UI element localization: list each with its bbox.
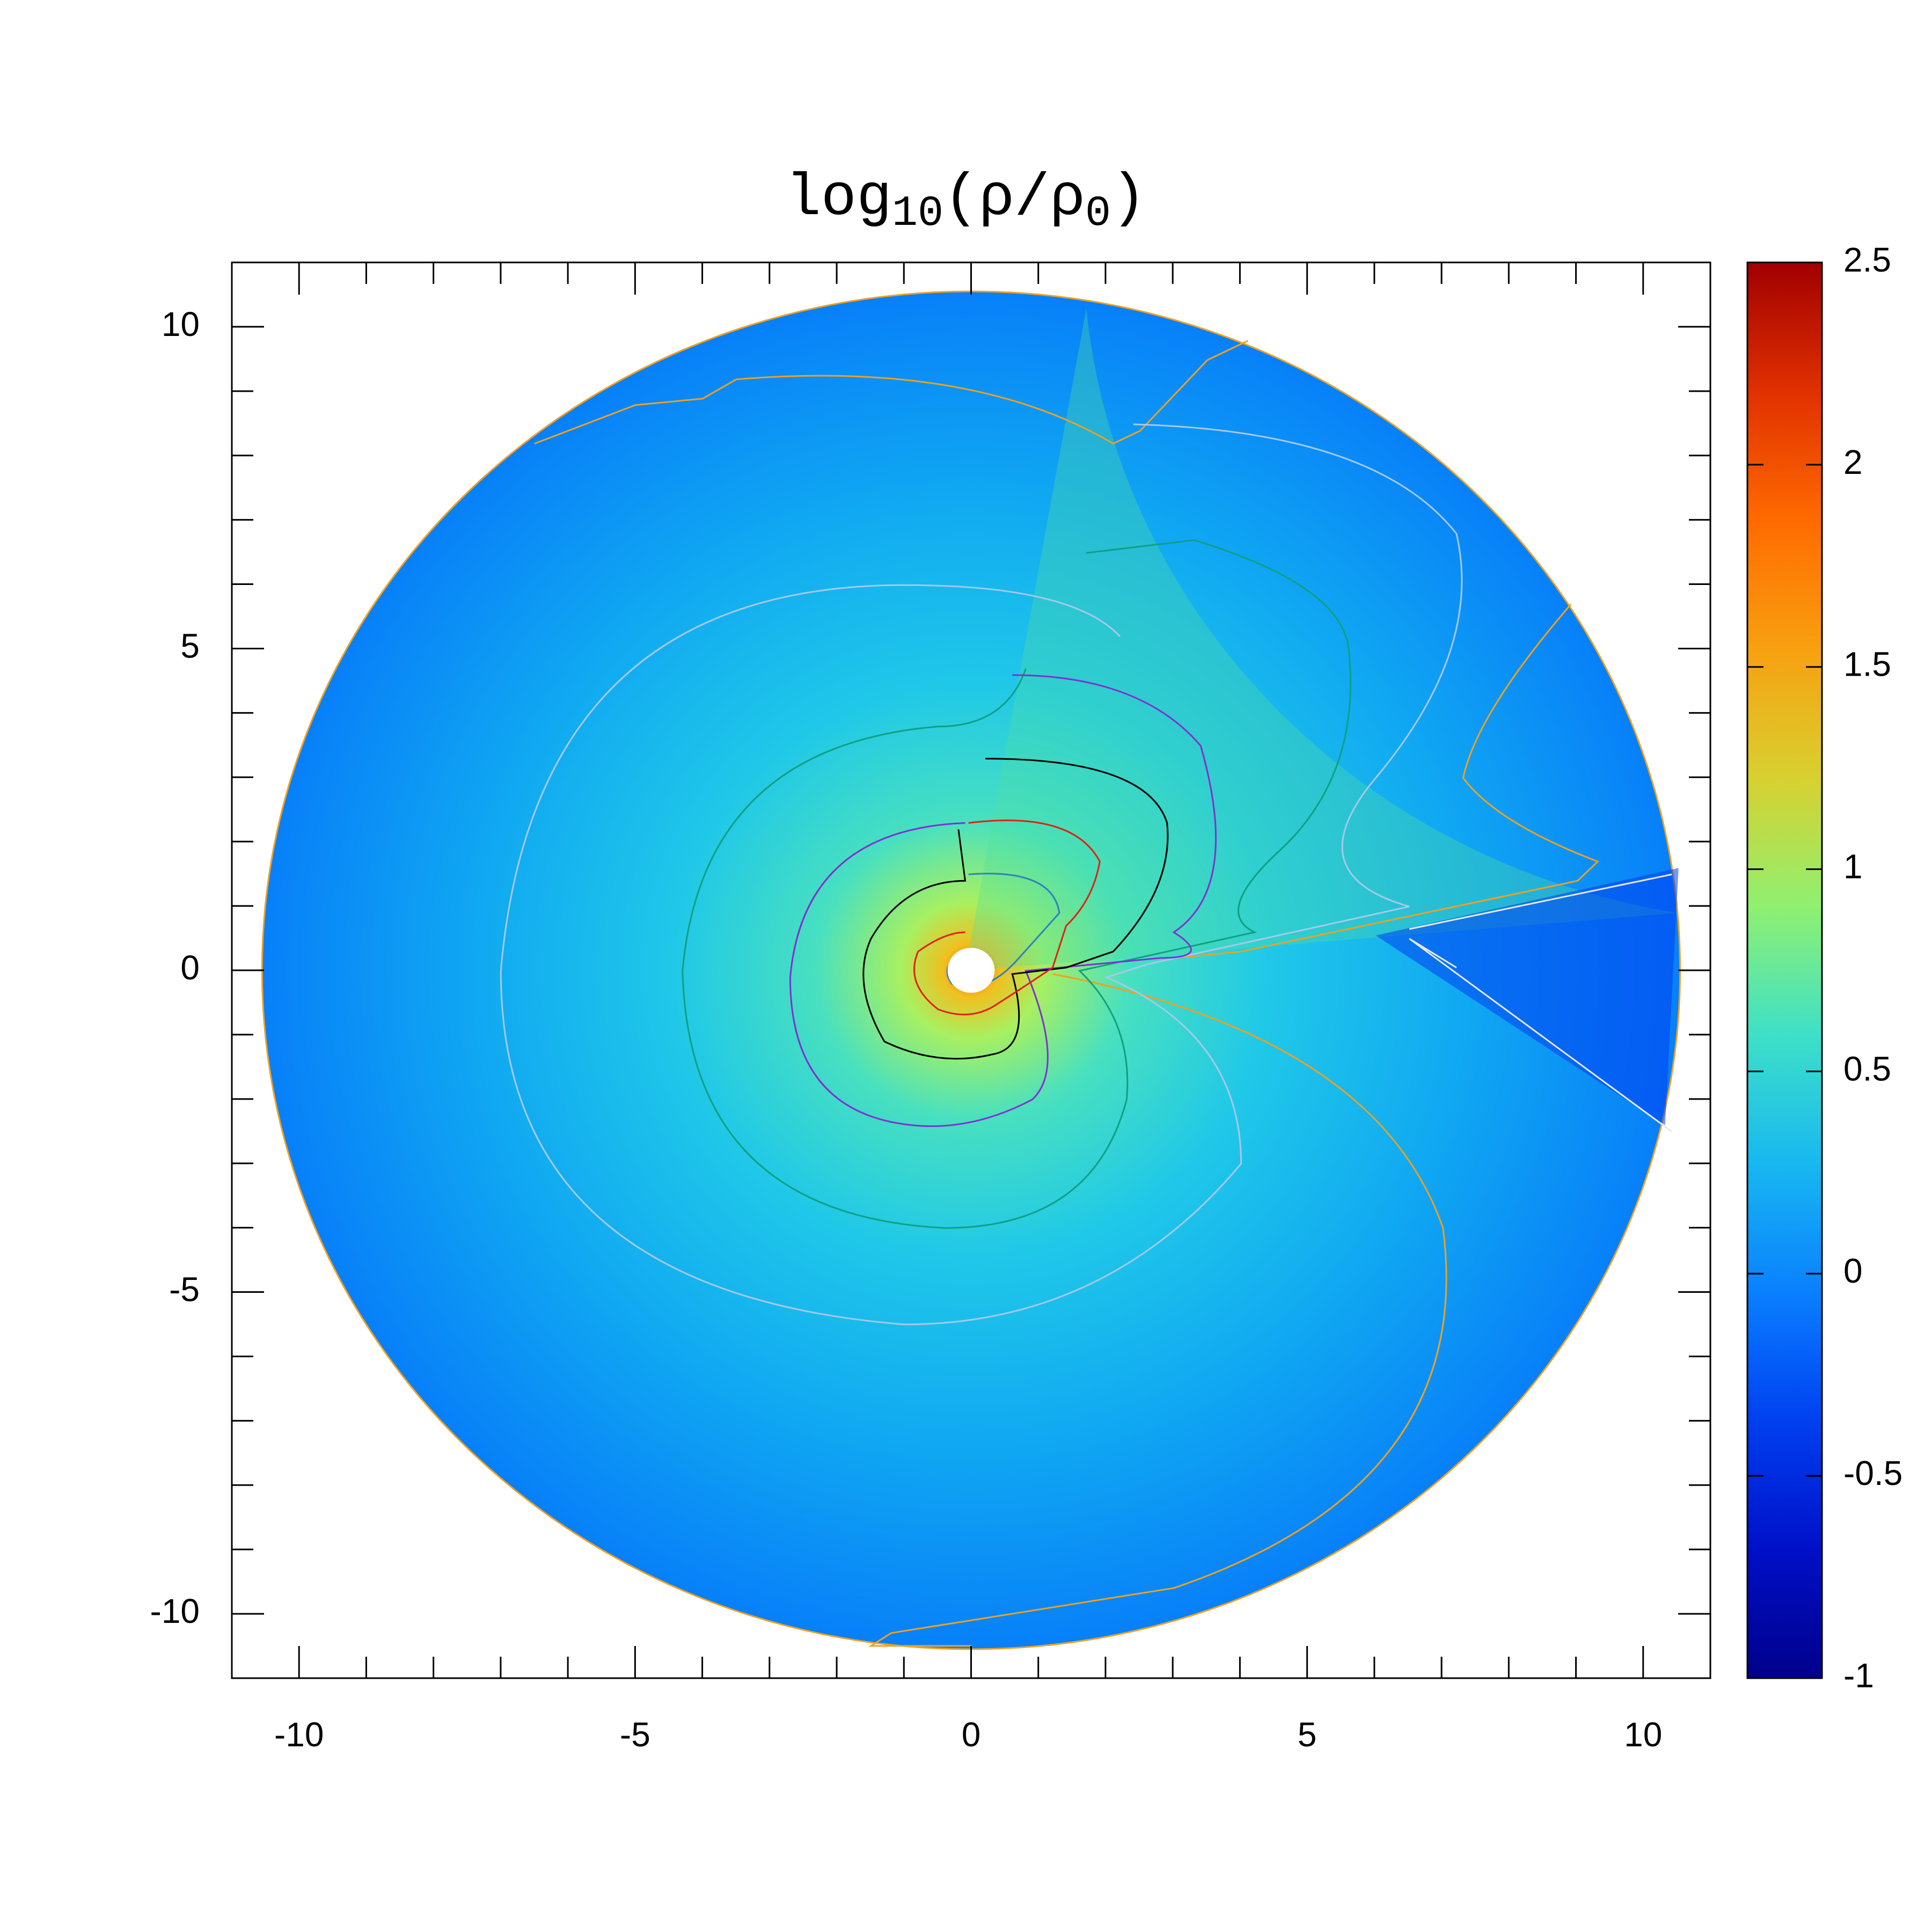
inner-boundary — [947, 948, 995, 993]
y-tick-label: -10 — [150, 1592, 200, 1630]
y-tick-label: -5 — [169, 1270, 200, 1308]
colorbar-tick-label: 0 — [1843, 1252, 1863, 1290]
colorbar-tick-label: 0.5 — [1843, 1049, 1891, 1088]
x-tick-label: 0 — [962, 1715, 981, 1754]
y-tick-label: 5 — [180, 626, 200, 665]
colorbar — [1746, 261, 1823, 1679]
colorbar-tick-label: 2 — [1843, 443, 1863, 481]
y-tick-label: 0 — [180, 948, 200, 987]
colorbar-tick-label: 2.5 — [1843, 240, 1891, 279]
shock-wedge — [965, 309, 1679, 971]
colorbar-tick-label: -1 — [1843, 1656, 1874, 1695]
x-tick-label: -10 — [274, 1715, 324, 1754]
x-tick-label: 5 — [1298, 1715, 1317, 1754]
colorbar-tick-label: 1.5 — [1843, 645, 1891, 684]
colorbar-tick-label: 1 — [1843, 847, 1863, 885]
y-tick-label: 10 — [162, 305, 200, 343]
chart-title: log10(ρ/ρ0) — [786, 165, 1146, 238]
x-tick-label: -5 — [620, 1715, 650, 1754]
colorbar-tick-label: -0.5 — [1843, 1454, 1902, 1492]
axes: -10 -5 0 5 10 -10 -5 0 5 10 -1 -0.5 0 0.5 1 1.5 2 2.5 — [150, 240, 1903, 1754]
low-density-wedge — [1375, 868, 1679, 1125]
x-tick-label: 10 — [1624, 1715, 1662, 1754]
contours — [501, 309, 1679, 1646]
